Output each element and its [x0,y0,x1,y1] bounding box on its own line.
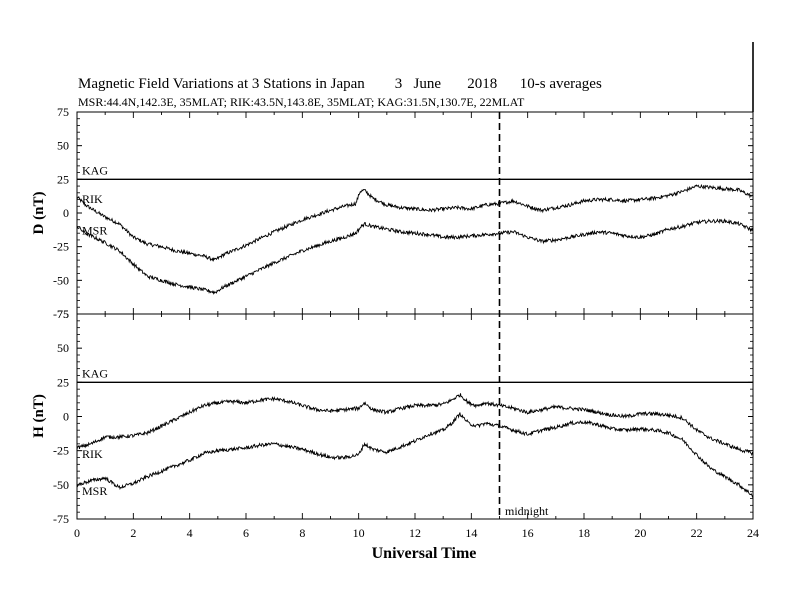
chart-title: Magnetic Field Variations at 3 Stations … [78,76,602,92]
d-station-labels: KAG RIK MSR [82,163,108,237]
h-y-tick-label: 50 [57,341,69,355]
h-label-msr: MSR [82,484,107,498]
h-series-group [76,381,754,498]
midnight-label: midnight [505,504,549,518]
x-tick-label: 8 [299,526,305,540]
h-panel-frame [76,313,754,520]
h-panel: 75 50 25 0 -25 -50 -75 H (nT) KAG RIK MSR [31,307,754,526]
x-tick-label: 20 [634,526,646,540]
d-panel-frame [76,111,754,315]
d-y-tick-label: -75 [53,307,69,321]
h-series-rik [76,393,754,457]
x-tick-label: 6 [243,526,249,540]
x-tick-label: 14 [465,526,477,540]
d-y-axis: 75 50 25 0 -25 -50 -75 [53,105,753,321]
h-y-tick-label: 0 [63,410,69,424]
d-label-kag: KAG [82,163,108,177]
d-label-rik: RIK [82,192,103,206]
h-y-axis: 75 50 25 0 -25 -50 -75 [53,307,753,526]
x-tick-label: 4 [187,526,193,540]
x-tick-label: 2 [130,526,136,540]
d-panel: 75 50 25 0 -25 -50 -75 D (nT) KAG RIK MSR [31,105,754,321]
h-y-tick-label: -50 [53,478,69,492]
x-axis: 0 2 4 6 8 10 12 14 16 18 20 22 24 [74,112,759,540]
x-axis-label: Universal Time [372,545,477,562]
h-y-tick-label: 25 [57,375,69,389]
d-series-rik [76,183,754,263]
x-tick-label: 10 [353,526,365,540]
x-tick-label: 18 [578,526,590,540]
d-y-tick-label: -50 [53,273,69,287]
h-y-tick-label: 75 [57,307,69,321]
h-y-tick-label: -25 [53,444,69,458]
h-axis-label: H (nT) [31,394,47,438]
d-y-tick-label: 0 [63,206,69,220]
x-tick-label: 16 [522,526,534,540]
d-series-msr [76,218,754,295]
h-station-labels: KAG RIK MSR [82,366,108,498]
x-tick-label: 0 [74,526,80,540]
h-series-msr [76,412,754,498]
d-y-tick-label: -25 [53,240,69,254]
h-label-kag: KAG [82,366,108,380]
d-y-tick-label: 75 [57,105,69,119]
h-y-tick-label: -75 [53,512,69,526]
d-y-tick-label: 25 [57,172,69,186]
x-tick-label: 24 [747,526,759,540]
d-series-group [76,178,754,295]
d-y-tick-label: 50 [57,139,69,153]
h-label-rik: RIK [82,447,103,461]
x-tick-label: 22 [691,526,703,540]
d-axis-label: D (nT) [31,192,47,235]
d-label-msr: MSR [82,223,107,237]
x-tick-label: 12 [409,526,421,540]
chart-subtitle: MSR:44.4N,142.3E, 35MLAT; RIK:43.5N,143.… [78,95,525,109]
